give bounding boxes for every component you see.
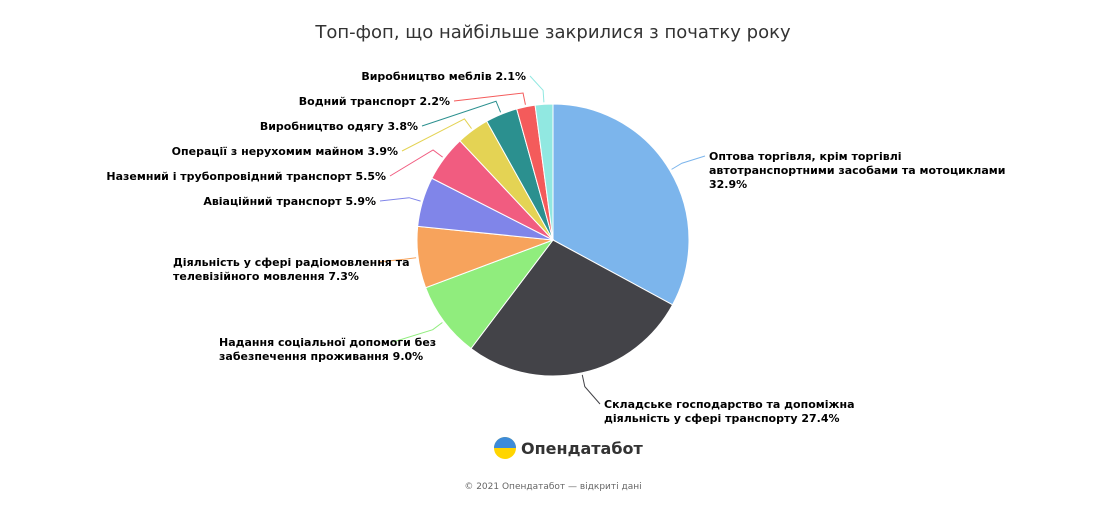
slice-label-6: Наземний і трубопровідний транспорт 5.5% xyxy=(106,170,386,183)
slice-label-line: автотранспортними засобами та мотоциклам… xyxy=(709,164,1006,177)
slice-label-10: Виробництво меблів 2.1% xyxy=(361,70,526,83)
footer-copyright: © 2021 Опендатабот — відкриті дані xyxy=(464,482,641,492)
label-connector-8 xyxy=(421,100,502,127)
slice-label-2: Складське господарство та допоміжна діяль… xyxy=(604,398,855,425)
opendatabot-logo-icon xyxy=(494,437,516,459)
slice-label-line: Діяльність у сфері радіомовлення та xyxy=(173,256,410,269)
slice-label-line: Оптова торгівля, крім торгівлі xyxy=(709,150,902,163)
slice-labels: Оптова торгівля, крім торгівлі автотрансп… xyxy=(106,70,1005,425)
slice-label-line: діяльність у сфері транспорту 27.4% xyxy=(604,412,840,425)
slice-label-4: Діяльність у сфері радіомовлення та телев… xyxy=(173,256,410,283)
slice-label-line: телевізійного мовлення 7.3% xyxy=(173,270,359,283)
slice-label-line: Виробництво меблів 2.1% xyxy=(361,70,526,83)
slice-label-3: Надання соціальної допомоги без забезпече… xyxy=(219,336,436,363)
brand-logo: Опендатабот xyxy=(494,437,644,459)
slice-label-line: Складське господарство та допоміжна xyxy=(604,398,855,411)
label-connector-10 xyxy=(529,75,545,103)
label-connectors xyxy=(377,75,706,405)
slice-label-line: Водний транспорт 2.2% xyxy=(299,95,450,108)
pie-slice-1[interactable] xyxy=(552,103,690,306)
slice-label-8: Виробництво одягу 3.8% xyxy=(260,120,418,133)
slice-label-5: Авіаційний транспорт 5.9% xyxy=(203,195,376,208)
chart-title: Топ-фоп, що найбільше закрилися з початк… xyxy=(314,22,791,43)
pie-slice-2[interactable] xyxy=(470,239,674,377)
label-connector-7 xyxy=(401,118,472,152)
slice-label-1: Оптова торгівля, крім торгівлі автотрансп… xyxy=(709,150,1006,191)
slice-label-line: Виробництво одягу 3.8% xyxy=(260,120,418,133)
pie-slice-10[interactable] xyxy=(534,103,554,241)
label-connector-9 xyxy=(453,92,526,105)
brand-name: Опендатабот xyxy=(521,439,644,458)
label-connector-3 xyxy=(392,322,443,343)
label-connector-2 xyxy=(581,374,601,405)
slice-label-line: забезпечення проживання 9.0% xyxy=(219,350,423,363)
label-connector-5 xyxy=(379,197,421,202)
slice-label-line: Надання соціальної допомоги без xyxy=(219,336,436,349)
label-connector-1 xyxy=(671,155,706,170)
slice-label-line: Операції з нерухомим майном 3.9% xyxy=(172,145,398,158)
label-connector-6 xyxy=(389,149,443,177)
slice-label-line: Авіаційний транспорт 5.9% xyxy=(203,195,376,208)
slice-label-line: Наземний і трубопровідний транспорт 5.5% xyxy=(106,170,386,183)
pie-slices xyxy=(416,103,690,377)
slice-label-line: 32.9% xyxy=(709,178,747,191)
label-connector-4 xyxy=(377,257,417,263)
slice-label-9: Водний транспорт 2.2% xyxy=(299,95,450,108)
slice-label-7: Операції з нерухомим майном 3.9% xyxy=(172,145,398,158)
